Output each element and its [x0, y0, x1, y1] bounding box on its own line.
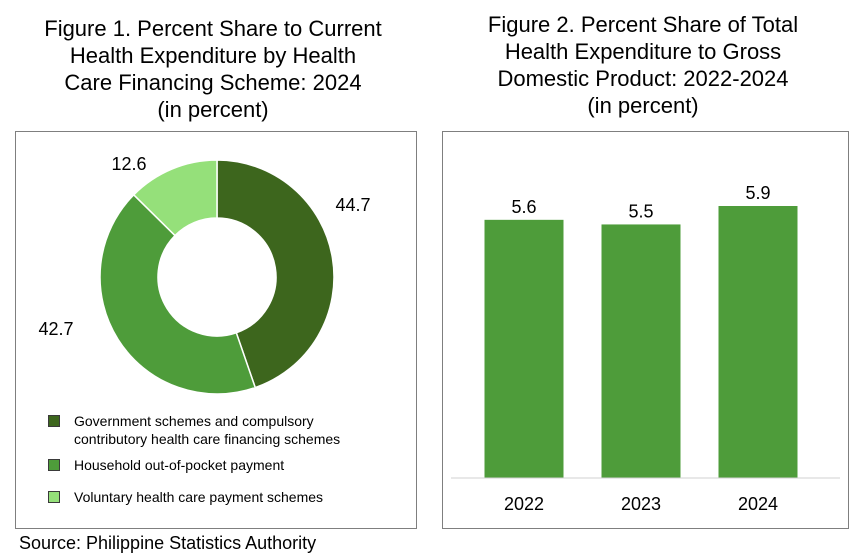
- x-tick-label-2022: 2022: [504, 494, 544, 514]
- legend-swatch-voluntary: [48, 491, 60, 503]
- donut-value-label-government: 44.7: [335, 195, 370, 215]
- figure1-title: Figure 1. Percent Share to Current Healt…: [44, 16, 382, 122]
- bar-value-label-2022: 5.6: [511, 197, 536, 217]
- x-tick-label-2023: 2023: [621, 494, 661, 514]
- bar-2022: [484, 219, 564, 478]
- legend-item-household: Household out-of-pocket payment: [48, 456, 388, 474]
- bar-value-label-2023: 5.5: [628, 201, 653, 221]
- legend-item-voluntary: Voluntary health care payment schemes: [48, 488, 388, 506]
- legend-swatch-household: [48, 459, 60, 471]
- x-tick-label-2024: 2024: [738, 494, 778, 514]
- donut-slice-household: [99, 193, 257, 395]
- bar-value-label-2024: 5.9: [745, 183, 770, 203]
- bar-2024: [718, 206, 798, 478]
- legend-swatch-government: [48, 415, 60, 427]
- legend-label-government: Government schemes and compulsory contri…: [74, 413, 341, 447]
- donut-slice-voluntary: [132, 159, 218, 237]
- donut-value-label-household: 42.7: [38, 319, 73, 339]
- bar-chart: 5.6 2022 5.5 2023 5.9 2024: [451, 183, 840, 514]
- legend-label-voluntary: Voluntary health care payment schemes: [74, 489, 324, 505]
- bar-chart-panel: 5.6 2022 5.5 2023 5.9 2024: [442, 131, 849, 529]
- donut-legend: Government schemes and compulsory contri…: [48, 412, 388, 512]
- source-note: Source: Philippine Statistics Authority: [19, 533, 317, 553]
- donut-chart: 44.7 42.7 12.6: [38, 154, 371, 395]
- legend-label-household: Household out-of-pocket payment: [74, 457, 285, 473]
- bar-2023: [601, 224, 681, 478]
- donut-chart-panel: 44.7 42.7 12.6 Government schemes and comp…: [15, 131, 417, 529]
- legend-item-government: Government schemes and compulsory contri…: [48, 412, 388, 448]
- donut-slice-government: [216, 159, 335, 389]
- figure2-title: Figure 2. Percent Share of Total Health …: [487, 12, 799, 118]
- donut-value-label-voluntary: 12.6: [111, 154, 146, 174]
